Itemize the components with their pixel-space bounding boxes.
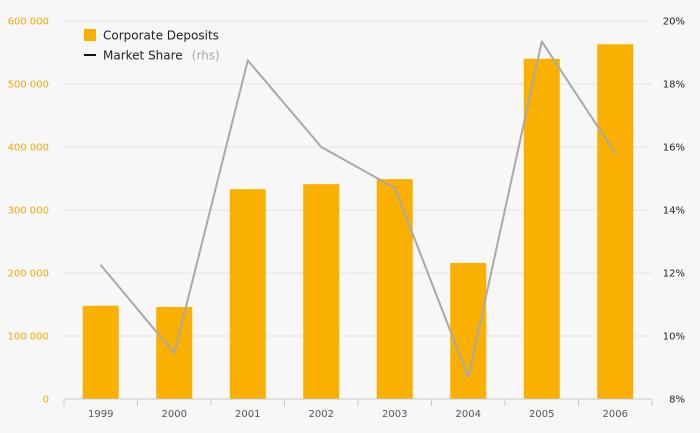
x-tick-label: 2002 bbox=[309, 409, 334, 420]
left-tick-label: 100 000 bbox=[8, 332, 49, 343]
bar-1999 bbox=[82, 305, 119, 399]
legend-label-corporate-deposits: Corporate Deposits bbox=[103, 29, 219, 43]
left-tick-label: 300 000 bbox=[8, 206, 49, 217]
legend-swatch-corporate-deposits bbox=[84, 29, 96, 41]
left-tick-label: 400 000 bbox=[8, 143, 49, 154]
legend-note-rhs: (rhs) bbox=[192, 49, 220, 63]
point-2000 bbox=[173, 352, 176, 355]
line-series-market-share bbox=[99, 40, 617, 378]
market-share-line bbox=[100, 40, 617, 378]
bar-2001 bbox=[229, 189, 266, 399]
left-axis-ticks: 0 100 000 200 000 300 000 400 000 500 000 600 … bbox=[8, 17, 49, 406]
left-tick-label: 200 000 bbox=[8, 269, 49, 280]
point-2005 bbox=[540, 40, 543, 43]
x-tick-label: 2004 bbox=[456, 409, 481, 420]
right-tick-label: 8% bbox=[669, 395, 685, 406]
point-2004 bbox=[467, 376, 470, 378]
x-axis-ticks: 1999 2000 2001 2002 2003 2004 2005 2006 bbox=[88, 409, 628, 420]
point-1999 bbox=[99, 264, 102, 266]
right-tick-label: 18% bbox=[663, 80, 685, 91]
point-2003 bbox=[393, 187, 396, 189]
legend: Corporate Deposits Market Share (rhs) bbox=[84, 29, 220, 64]
point-2002 bbox=[320, 146, 323, 148]
x-tick-label: 2005 bbox=[529, 409, 554, 420]
legend-label-market-share: Market Share bbox=[103, 49, 183, 63]
bar-2003 bbox=[376, 179, 413, 399]
bar-2005 bbox=[523, 58, 560, 400]
left-tick-label: 600 000 bbox=[8, 17, 49, 28]
right-tick-label: 12% bbox=[663, 269, 685, 280]
axes bbox=[63, 398, 653, 406]
left-tick-label: 500 000 bbox=[8, 80, 49, 91]
right-tick-label: 14% bbox=[663, 206, 685, 217]
bar-2004 bbox=[450, 262, 487, 399]
x-tick-label: 2006 bbox=[603, 409, 628, 420]
x-tick-label: 2001 bbox=[235, 409, 260, 420]
bar-series-corporate-deposits bbox=[82, 44, 634, 400]
point-2001 bbox=[246, 59, 249, 62]
right-tick-label: 20% bbox=[663, 17, 685, 28]
x-tick-label: 2000 bbox=[162, 409, 187, 420]
right-axis-ticks: 8% 10% 12% 14% 16% 18% 20% bbox=[663, 17, 685, 406]
point-2006 bbox=[614, 152, 617, 155]
left-tick-label: 0 bbox=[43, 395, 49, 406]
right-tick-label: 10% bbox=[663, 332, 685, 343]
right-tick-label: 16% bbox=[663, 143, 685, 154]
legend-item-market-share: Market Share (rhs) bbox=[103, 45, 220, 64]
bar-2002 bbox=[303, 184, 340, 399]
x-tick-label: 2003 bbox=[382, 409, 407, 420]
x-tick-label: 1999 bbox=[88, 409, 113, 420]
bar-2006 bbox=[597, 44, 634, 400]
